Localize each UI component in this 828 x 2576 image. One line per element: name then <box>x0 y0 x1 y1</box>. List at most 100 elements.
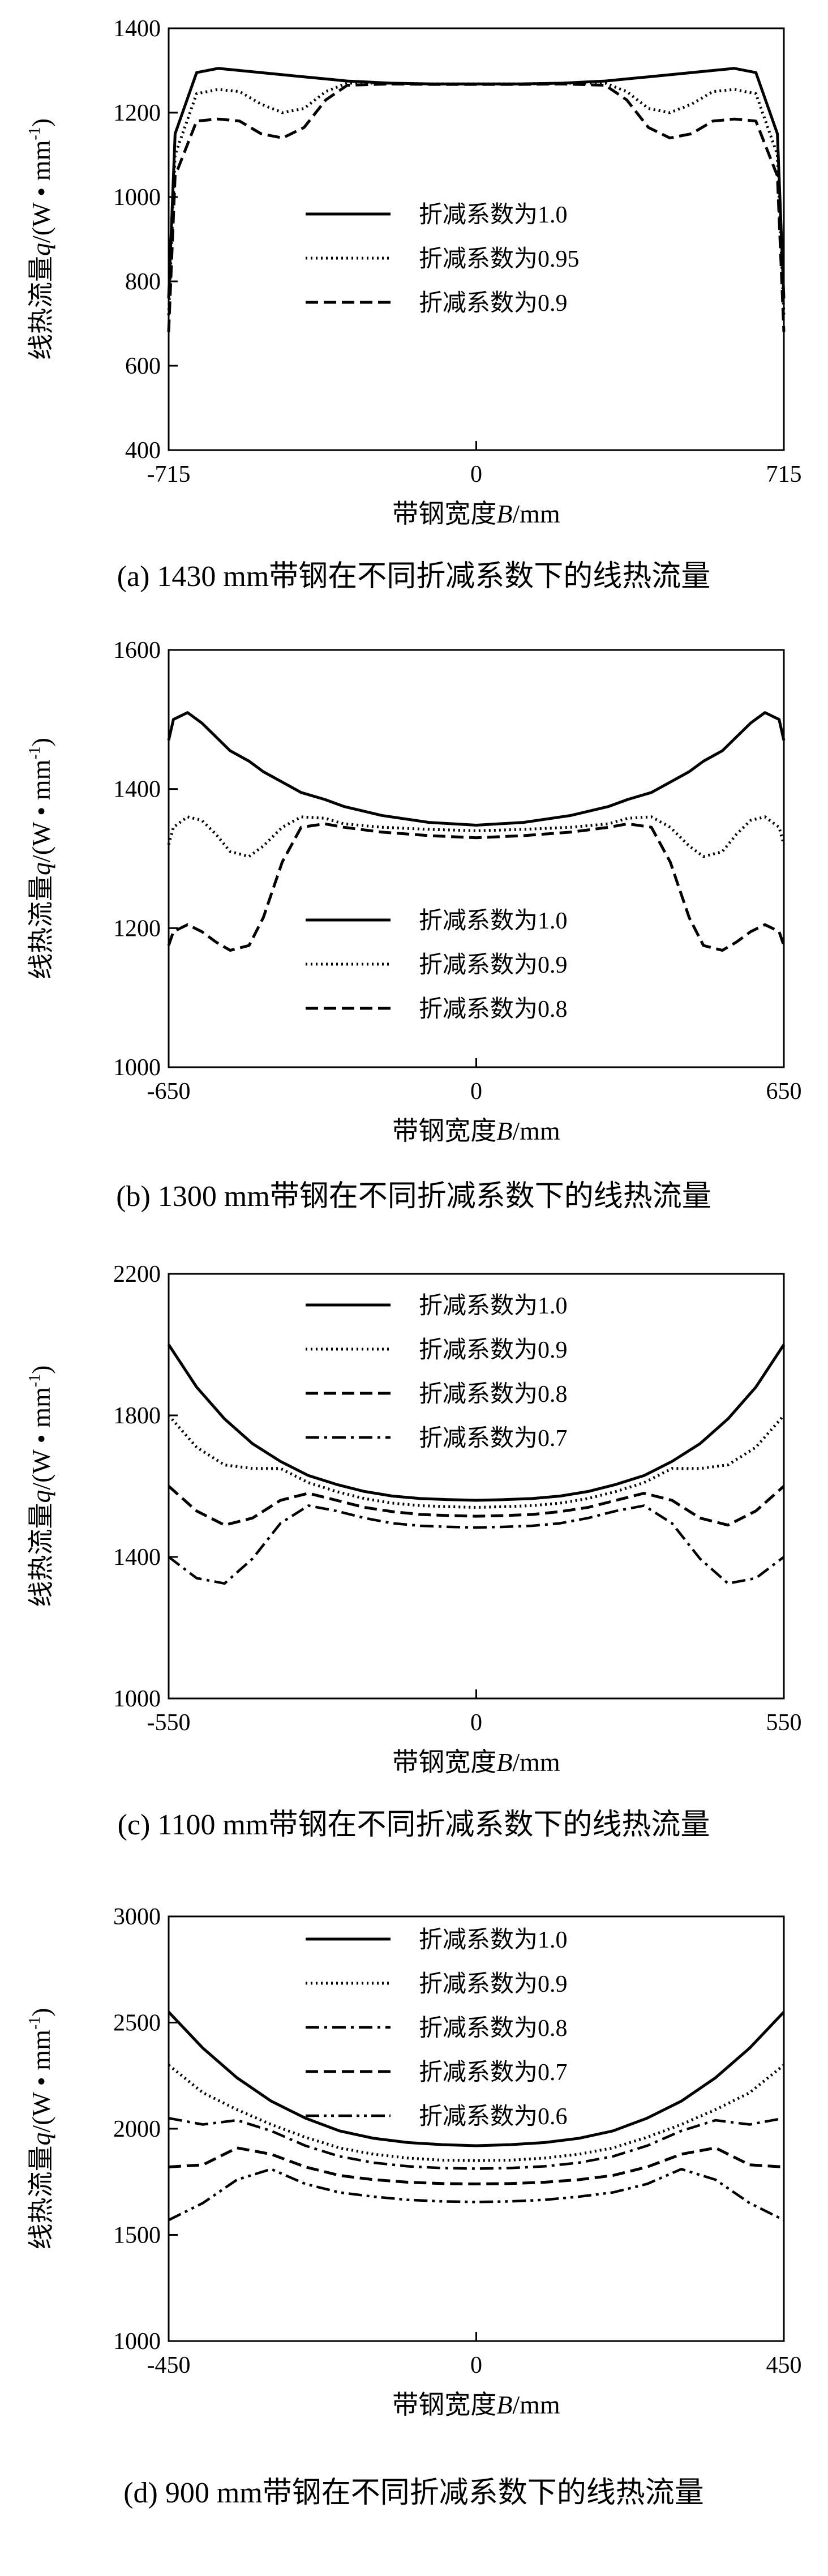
x-axis-label: 带钢宽度B/mm <box>392 1748 560 1777</box>
x-tick-label: -450 <box>147 2352 191 2378</box>
x-axis-label-unit: /mm <box>512 499 560 528</box>
y-axis-label-end: ) <box>27 1365 55 1373</box>
series-line-0 <box>167 711 786 827</box>
y-tick-label: 400 <box>125 438 161 464</box>
x-axis-label-unit: /mm <box>512 1748 560 1777</box>
x-axis-label-prefix: 带钢宽度 <box>392 1116 496 1145</box>
y-axis-label: 线热流量q/(W • mm-1) <box>26 118 55 360</box>
legend-label-0: 折减系数为1.0 <box>419 202 568 228</box>
y-axis-label: 线热流量q/(W • mm-1) <box>26 2008 55 2249</box>
chart-3: 1000 1500 2000 2500 3000 -450 0 450 带钢宽度B/mm 线热流量… <box>26 1904 802 2509</box>
x-axis-label-var: B <box>496 1748 512 1777</box>
x-axis-label-prefix: 带钢宽度 <box>392 2390 496 2419</box>
figure-caption: (c) 1100 mm带钢在不同折减系数下的线热流量 <box>118 1809 710 1841</box>
legend-label-0: 折减系数为1.0 <box>419 1293 568 1319</box>
figure-caption: (d) 900 mm带钢在不同折减系数下的线热流量 <box>123 2477 704 2509</box>
y-tick-label: 1200 <box>113 100 161 126</box>
y-tick-label: 1500 <box>113 2223 161 2249</box>
y-axis-label: 线热流量q/(W • mm-1) <box>26 1365 55 1607</box>
series-line-4 <box>168 2168 785 2222</box>
y-tick-label: 2000 <box>113 2116 161 2142</box>
legend-label-0: 折减系数为1.0 <box>419 908 568 934</box>
x-tick-label: 0 <box>470 461 482 487</box>
y-axis-label-prefix: 线热流量 <box>27 875 55 979</box>
legend-label-2: 折减系数为0.8 <box>419 996 568 1022</box>
y-tick-label: 1400 <box>113 16 161 42</box>
y-axis-label-sup: -1 <box>26 127 44 140</box>
y-tick-label: 1400 <box>113 777 161 803</box>
y-axis-label-unit: /(W • mm <box>27 140 55 243</box>
y-axis-label-sup: -1 <box>26 2017 44 2030</box>
series-line-2 <box>167 822 786 952</box>
x-tick-label: 0 <box>470 1710 482 1736</box>
y-axis-label-unit: /(W • mm <box>27 759 55 862</box>
x-tick-label: 715 <box>766 461 802 487</box>
plot-frame <box>168 27 785 451</box>
y-tick-label: 2500 <box>113 2010 161 2036</box>
y-tick-label: 1000 <box>113 185 161 211</box>
y-tick-label: 1200 <box>113 915 161 942</box>
series-line-2 <box>167 82 786 332</box>
chart-0: 400 600 800 1000 1200 1400 -715 0 715 带钢宽度B/mm 线热流… <box>26 16 802 593</box>
y-axis-label-end: ) <box>27 118 55 127</box>
y-tick-label: 3000 <box>113 1904 161 1930</box>
y-tick-label: 1600 <box>113 637 161 664</box>
legend-label-1: 折减系数为0.95 <box>419 246 580 272</box>
legend-label-2: 折减系数为0.8 <box>419 1381 568 1407</box>
x-tick-label: 550 <box>766 1710 802 1736</box>
x-tick-label: 0 <box>470 2352 482 2378</box>
y-axis-label-prefix: 线热流量 <box>27 256 55 360</box>
x-tick-label: 650 <box>766 1079 802 1105</box>
x-axis-label: 带钢宽度B/mm <box>392 499 560 528</box>
legend-label-2: 折减系数为0.8 <box>419 2016 568 2042</box>
x-axis-label-prefix: 带钢宽度 <box>392 499 496 528</box>
series-line-2 <box>168 2117 784 2170</box>
y-axis-label-end: ) <box>27 2008 55 2016</box>
legend-label-1: 折减系数为0.9 <box>419 1337 568 1363</box>
y-tick-label: 1000 <box>113 2329 161 2355</box>
x-axis-label-var: B <box>496 1116 512 1145</box>
legend-label-1: 折减系数为0.9 <box>419 952 568 978</box>
y-tick-label: 800 <box>125 269 161 295</box>
y-axis-label-end: ) <box>27 738 55 746</box>
x-tick-label: -550 <box>147 1710 191 1736</box>
x-axis-label-var: B <box>496 499 512 528</box>
y-axis-label-var: q <box>27 2133 55 2146</box>
legend-label-4: 折减系数为0.6 <box>419 2104 568 2130</box>
y-axis-label-var: q <box>27 243 55 256</box>
legend-label-1: 折减系数为0.9 <box>419 1971 568 1997</box>
series-line-0 <box>167 1343 786 1502</box>
x-axis-label-var: B <box>496 2390 512 2419</box>
series-line-1 <box>168 1414 785 1509</box>
y-axis-label: 线热流量q/(W • mm-1) <box>26 738 55 979</box>
series-line-3 <box>168 2146 784 2185</box>
x-axis-label-unit: /mm <box>512 2390 560 2419</box>
y-axis-label-var: q <box>27 1490 55 1503</box>
y-axis-label-unit: /(W • mm <box>27 1387 55 1490</box>
y-tick-label: 600 <box>125 353 161 379</box>
y-axis-label-unit: /(W • mm <box>27 2030 55 2133</box>
x-axis-label: 带钢宽度B/mm <box>392 1116 560 1145</box>
series-line-1 <box>167 82 786 315</box>
series-line-0 <box>168 2011 785 2147</box>
series-line-2 <box>168 1485 785 1527</box>
series-line-3 <box>168 1504 785 1585</box>
figure-caption: (b) 1300 mm带钢在不同折减系数下的线热流量 <box>116 1180 711 1213</box>
x-tick-label: -715 <box>147 461 191 487</box>
legend-label-0: 折减系数为1.0 <box>419 1927 568 1953</box>
y-tick-label: 1400 <box>113 1544 161 1571</box>
x-tick-label: -650 <box>147 1079 191 1105</box>
legend-label-3: 折减系数为0.7 <box>419 1426 568 1452</box>
x-axis-label-unit: /mm <box>512 1116 560 1145</box>
y-axis-label-sup: -1 <box>26 1374 44 1387</box>
x-tick-label: 450 <box>766 2352 802 2378</box>
y-axis-label-var: q <box>27 862 55 875</box>
x-axis-label: 带钢宽度B/mm <box>392 2390 560 2419</box>
figure-caption: (a) 1430 mm带钢在不同折减系数下的线热流量 <box>117 560 711 593</box>
y-tick-label: 1000 <box>113 1055 161 1081</box>
x-axis-label-prefix: 带钢宽度 <box>392 1748 496 1777</box>
legend-label-2: 折减系数为0.9 <box>419 290 568 316</box>
y-axis-label-sup: -1 <box>26 746 44 759</box>
y-tick-label: 1800 <box>113 1403 161 1429</box>
